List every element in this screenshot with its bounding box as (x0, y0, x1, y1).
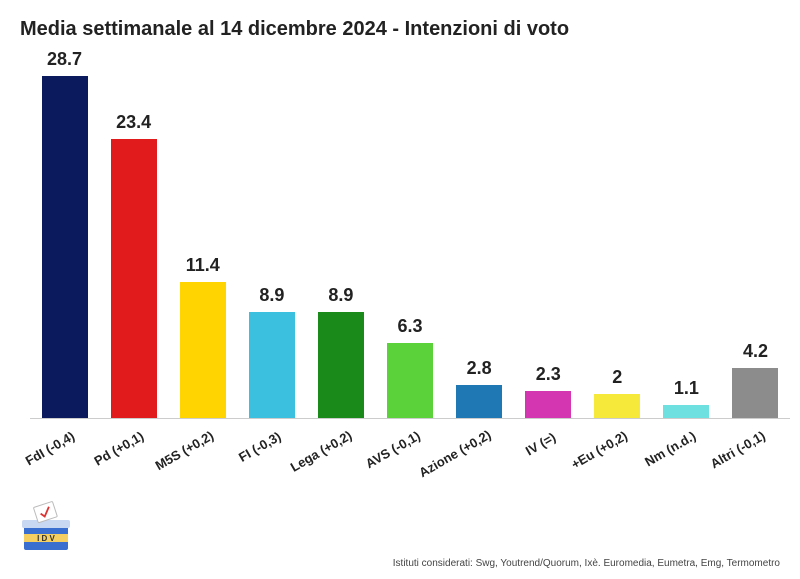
bar-slot: 2 (583, 367, 652, 418)
footer-source: Istituti considerati: Swg, Youtrend/Quor… (393, 558, 780, 569)
category-label: FI (-0,3) (236, 429, 284, 465)
bar-value-label: 8.9 (328, 285, 353, 306)
bar-value-label: 8.9 (259, 285, 284, 306)
bar-value-label: 4.2 (743, 341, 768, 362)
bars-row: 28.723.411.48.98.96.32.82.321.14.2 (30, 60, 790, 418)
label-slot: M5S (+0,2) (168, 419, 237, 491)
label-slot: IV (=) (514, 419, 583, 491)
bar-rect (456, 385, 502, 418)
bar-rect (594, 394, 640, 418)
bar-value-label: 23.4 (116, 112, 151, 133)
ballot-box-icon: I D V (18, 500, 74, 561)
bar-rect (180, 282, 226, 418)
category-label: Pd (+0,1) (91, 428, 146, 468)
category-label: FdI (-0,4) (22, 428, 76, 468)
label-slot: Lega (+0,2) (306, 419, 375, 491)
category-label: IV (=) (523, 429, 558, 458)
bar-slot: 6.3 (375, 316, 444, 418)
bar-value-label: 2 (612, 367, 622, 388)
bar-slot: 8.9 (306, 285, 375, 418)
label-slot: FdI (-0,4) (30, 419, 99, 491)
bar-slot: 28.7 (30, 49, 99, 418)
bar-rect (663, 405, 709, 418)
label-slot: Nm (n.d.) (652, 419, 721, 491)
bar-value-label: 28.7 (47, 49, 82, 70)
bar-slot: 8.9 (237, 285, 306, 418)
bar-rect (42, 76, 88, 418)
category-label: Nm (n.d.) (642, 428, 698, 469)
bar-slot: 23.4 (99, 112, 168, 418)
label-slot: FI (-0,3) (237, 419, 306, 491)
bar-rect (525, 391, 571, 418)
bar-value-label: 11.4 (186, 255, 220, 276)
bar-slot: 1.1 (652, 378, 721, 418)
labels-row: FdI (-0,4)Pd (+0,1)M5S (+0,2)FI (-0,3)Le… (30, 419, 790, 491)
bar-rect (111, 139, 157, 418)
chart-area: 28.723.411.48.98.96.32.82.321.14.2 FdI (… (30, 61, 790, 491)
bar-slot: 2.3 (514, 364, 583, 418)
bar-rect (249, 312, 295, 418)
label-slot: Altri (-0,1) (721, 419, 790, 491)
bar-rect (387, 343, 433, 418)
bar-value-label: 2.8 (467, 358, 492, 379)
label-slot: AVS (-0,1) (375, 419, 444, 491)
label-slot: +Eu (+0,2) (583, 419, 652, 491)
bar-value-label: 2.3 (536, 364, 561, 385)
bar-value-label: 6.3 (398, 316, 423, 337)
chart-container: Media settimanale al 14 dicembre 2024 - … (0, 0, 800, 579)
chart-title: Media settimanale al 14 dicembre 2024 - … (20, 18, 780, 41)
bar-slot: 4.2 (721, 341, 790, 418)
bar-slot: 2.8 (445, 358, 514, 418)
plot-region: 28.723.411.48.98.96.32.82.321.14.2 (30, 61, 790, 419)
label-slot: Azione (+0,2) (445, 419, 514, 491)
svg-text:I D V: I D V (37, 534, 55, 543)
bar-slot: 11.4 (168, 255, 237, 418)
bar-rect (732, 368, 778, 418)
label-slot: Pd (+0,1) (99, 419, 168, 491)
bar-value-label: 1.1 (674, 378, 699, 399)
bar-rect (318, 312, 364, 418)
